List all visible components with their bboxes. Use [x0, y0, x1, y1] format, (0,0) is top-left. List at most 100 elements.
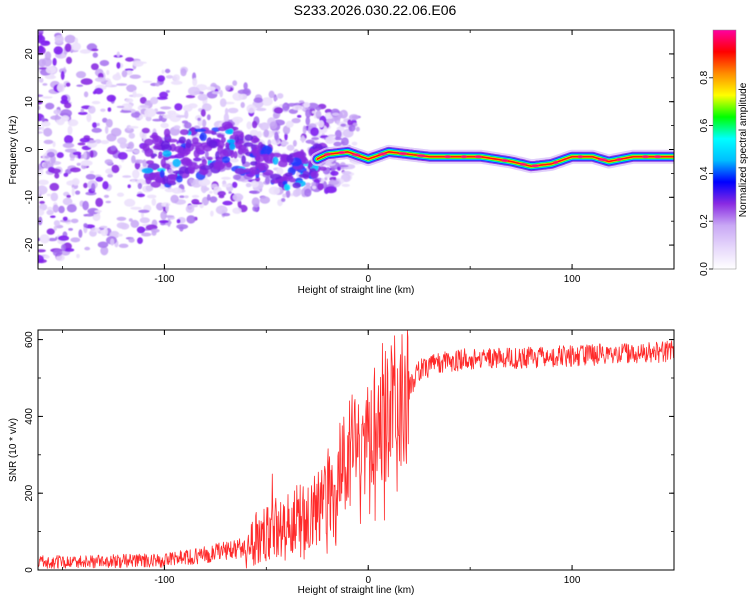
heatmap-noise-blob	[62, 216, 68, 221]
heatmap-noise-blob	[232, 181, 238, 188]
heatmap-noise-blob	[210, 210, 214, 217]
heatmap-noise-blob	[215, 205, 228, 215]
heatmap-noise-blob	[264, 177, 270, 185]
heatmap-noise-blob	[79, 49, 92, 54]
heatmap-ridge-blob	[243, 142, 254, 147]
heatmap-noise-blob	[165, 75, 174, 79]
heatmap-noise-blob	[117, 152, 128, 160]
heatmap-noise-blob	[297, 114, 302, 118]
heatmap-ridge-blob	[194, 128, 207, 133]
colorbar-label: Normalized spectral amplitude	[738, 82, 749, 217]
heatmap-noise-blob	[155, 111, 166, 115]
heatmap-noise-blob	[155, 82, 160, 87]
heatmap-noise-blob	[141, 211, 144, 219]
heatmap-ridge-blob	[225, 129, 233, 135]
heatmap-ridge-blob	[144, 138, 154, 146]
heatmap-noise-blob	[80, 108, 85, 113]
heatmap-noise-blob	[38, 94, 44, 97]
heatmap-noise-blob	[259, 122, 270, 131]
heatmap-ridge-blob	[251, 169, 261, 175]
heatmap-x-axis-label: Height of straight line (km)	[298, 285, 415, 296]
heatmap-noise-blob	[197, 93, 208, 101]
heatmap-noise-blob	[38, 203, 48, 211]
heatmap-noise-blob	[305, 109, 311, 118]
heatmap-noise-blob	[127, 141, 135, 150]
heatmap-noise-blob	[100, 140, 109, 145]
heatmap-noise-blob	[249, 129, 259, 138]
heatmap-noise-blob	[57, 235, 70, 241]
heatmap-noise-blob	[139, 96, 147, 104]
heatmap-noise-blob	[261, 97, 273, 106]
heatmap-noise-blob	[136, 226, 146, 234]
heatmap-ridge-blob	[188, 165, 196, 174]
heatmap-noise-blob	[160, 106, 172, 110]
heatmap-ridge-blob	[172, 158, 182, 168]
y-tick-label: 400	[24, 408, 35, 425]
heatmap-noise-blob	[304, 188, 312, 197]
heatmap-noise-blob	[160, 122, 169, 129]
heatmap-ridge-blob	[162, 150, 172, 158]
heatmap-noise-blob	[280, 141, 289, 146]
heatmap-noise-blob	[205, 150, 209, 159]
heatmap-ridge-blob	[292, 151, 305, 158]
heatmap-noise-blob	[170, 194, 179, 204]
heatmap-noise-blob	[83, 91, 89, 98]
heatmap-noise-blob	[303, 102, 310, 108]
heatmap-noise-blob	[111, 164, 120, 174]
heatmap-noise-blob	[174, 103, 183, 111]
heatmap-noise-blob	[100, 246, 109, 256]
heatmap-noise-blob	[38, 131, 43, 134]
heatmap-ridge-blob	[195, 147, 201, 154]
heatmap-ridge-blob	[269, 173, 282, 180]
heatmap-noise-blob	[43, 139, 54, 145]
heatmap-noise-blob	[65, 82, 71, 87]
heatmap-noise-blob	[38, 208, 45, 216]
y-tick-label: 20	[24, 48, 35, 60]
heatmap-noise-blob	[253, 203, 260, 208]
heatmap-ridge-blob	[208, 162, 214, 168]
heatmap-ridge-blob	[310, 171, 319, 179]
heatmap-noise-blob	[41, 121, 51, 127]
heatmap-noise-blob	[257, 131, 262, 138]
heatmap-noise-blob	[282, 193, 287, 198]
heatmap-noise-blob	[161, 69, 165, 74]
heatmap-noise-blob	[99, 60, 110, 67]
heatmap-noise-blob	[225, 85, 231, 91]
heatmap-noise-blob	[67, 119, 79, 127]
heatmap-noise-blob	[46, 209, 54, 216]
heatmap-ridge-blob	[179, 129, 189, 136]
heatmap-ridge-blob	[185, 158, 193, 167]
heatmap-noise-blob	[281, 198, 286, 202]
heatmap-noise-blob	[175, 115, 187, 118]
heatmap-noise-blob	[94, 210, 102, 213]
heatmap-noise-blob	[239, 93, 248, 100]
x-tick-label: -100	[154, 575, 174, 586]
heatmap-ridge-blob	[234, 134, 239, 144]
heatmap-noise-blob	[183, 122, 192, 129]
heatmap-noise-blob	[333, 137, 343, 141]
heatmap-noise-blob	[137, 182, 143, 190]
heatmap-ridge-blob	[145, 176, 152, 185]
heatmap-ridge-blob	[199, 132, 207, 142]
x-tick-label: -100	[154, 274, 174, 285]
heatmap-ridge-blob	[180, 150, 186, 157]
heatmap-noise-blob	[59, 112, 69, 116]
heatmap-noise-blob	[56, 83, 65, 93]
heatmap-noise-blob	[62, 142, 75, 149]
heatmap-ridge-blob	[159, 169, 165, 178]
heatmap-ridge-blob	[286, 154, 294, 164]
heatmap-noise-blob	[355, 126, 360, 132]
heatmap-noise-blob	[91, 183, 96, 192]
heatmap-noise-blob	[337, 166, 341, 171]
heatmap-noise-blob	[144, 108, 157, 118]
heatmap-noise-blob	[317, 183, 324, 191]
heatmap-ridge-blob	[292, 182, 302, 189]
heatmap-noise-blob	[232, 207, 242, 214]
heatmap-noise-blob	[347, 174, 351, 180]
heatmap-noise-blob	[44, 75, 57, 80]
heatmap-noise-blob	[121, 103, 133, 111]
heatmap-noise-blob	[317, 120, 325, 128]
heatmap-noise-blob	[38, 45, 44, 53]
heatmap-ridge-blob	[160, 158, 167, 168]
heatmap-noise-blob	[91, 48, 99, 52]
